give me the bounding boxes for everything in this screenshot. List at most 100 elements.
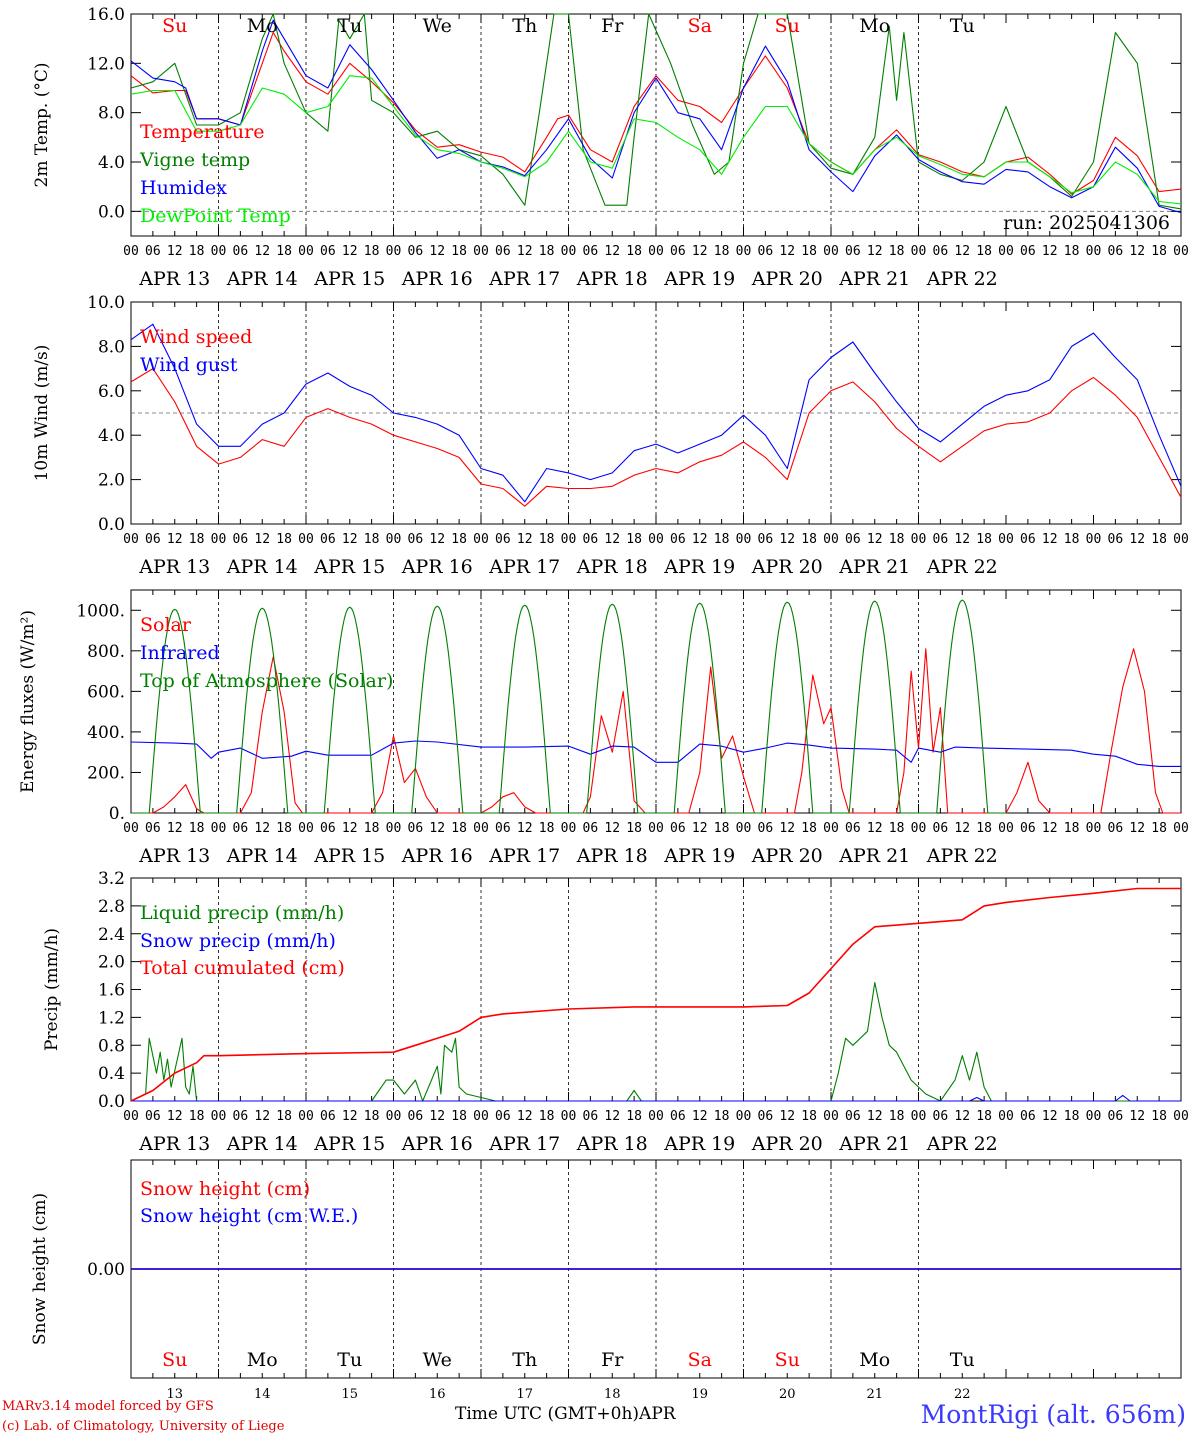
wind-ylabel: 10m Wind (m/s) [32,345,52,482]
wind-hour-label: 00 [211,532,227,547]
wind-hour-label: 00 [736,532,752,547]
temp-series-dewpoint-temp [130,75,1182,205]
wind-hour-label: 12 [517,532,533,547]
precip-ytick-label: 2.4 [98,925,125,945]
precip-hour-label: 18 [189,1109,205,1124]
energy-hour-label: 00 [561,821,577,836]
precip-hour-label: 12 [254,1109,270,1124]
temp-date-label: APR 17 [488,268,560,290]
lab-credit: (c) Lab. of Climatology, University of L… [2,1419,285,1434]
precip-legend-snow-precip-mm-h: Snow precip (mm/h) [140,930,336,952]
precip-hour-label: 06 [495,1109,511,1124]
wind-hour-label: 06 [758,532,774,547]
energy-ytick-label: 0. [109,804,125,824]
precip-ytick-label: 1.6 [98,981,125,1001]
wind-ytick-label: 2.0 [98,471,125,491]
temp-hour-label: 06 [845,244,861,259]
energy-hour-label: 06 [1020,821,1036,836]
precip-hour-label: 06 [933,1109,949,1124]
temp-hour-label: 18 [451,244,467,259]
precip-ytick-label: 0.8 [98,1036,125,1056]
temp-hour-label: 00 [123,244,139,259]
temp-hour-label: 06 [495,244,511,259]
wind-hour-label: 00 [648,532,664,547]
temp-day-name: Sa [688,15,712,37]
energy-hour-label: 06 [145,821,161,836]
temp-hour-label: 12 [1042,244,1058,259]
precip-hour-label: 12 [167,1109,183,1124]
temp-date-label: APR 20 [751,268,823,290]
wind-hour-label: 00 [298,532,314,547]
energy-series-top-of-atmosphere-solar [131,599,1006,814]
wind-hour-label: 18 [889,532,905,547]
temp-legend-temperature: Temperature [140,121,264,143]
temp-date-label: APR 16 [401,268,473,290]
precip-hour-label: 00 [1086,1109,1102,1124]
snow-day-name: Th [512,1349,537,1371]
wind-hour-label: 18 [364,532,380,547]
temp-hour-label: 12 [517,244,533,259]
wind-date-label: APR 22 [926,556,998,578]
wind-hour-label: 06 [233,532,249,547]
wind-date-label: APR 17 [488,556,560,578]
wind-hour-label: 06 [408,532,424,547]
energy-date-label: APR 18 [576,845,648,867]
energy-hour-label: 00 [736,821,752,836]
temp-hour-label: 12 [429,244,445,259]
temp-hour-label: 18 [801,244,817,259]
temp-hour-label: 12 [254,244,270,259]
energy-hour-label: 12 [954,821,970,836]
energy-hour-label: 00 [911,821,927,836]
energy-legend-infrared: Infrared [140,642,220,664]
temp-date-label: APR 15 [313,268,385,290]
energy-ytick-label: 400. [87,723,125,743]
energy-hour-label: 12 [779,821,795,836]
temp-hour-label: 00 [736,244,752,259]
wind-date-label: APR 15 [313,556,385,578]
temp-hour-label: 18 [364,244,380,259]
temp-hour-label: 00 [1086,244,1102,259]
wind-hour-label: 12 [429,532,445,547]
snow-day-name: Mo [247,1349,278,1371]
energy-hour-label: 00 [1086,821,1102,836]
wind-hour-label: 06 [933,532,949,547]
temp-day-name: Su [162,15,187,37]
temp-hour-label: 06 [670,244,686,259]
temp-date-label: APR 13 [138,268,210,290]
wind-hour-label: 00 [561,532,577,547]
temp-day-name: Mo [247,15,278,37]
wind-ytick-label: 8.0 [98,337,125,357]
precip-hour-label: 06 [145,1109,161,1124]
temp-hour-label: 06 [145,244,161,259]
temp-hour-label: 12 [604,244,620,259]
wind-hour-label: 18 [189,532,205,547]
bottom-day-number: 17 [516,1387,533,1402]
wind-date-label: APR 19 [663,556,735,578]
precip-hour-label: 00 [1173,1109,1189,1124]
energy-hour-label: 18 [451,821,467,836]
wind-hour-label: 06 [845,532,861,547]
precip-ytick-label: 1.2 [98,1008,125,1028]
precip-hour-label: 12 [429,1109,445,1124]
precip-hour-label: 12 [1129,1109,1145,1124]
precip-hour-label: 12 [342,1109,358,1124]
precip-hour-label: 18 [276,1109,292,1124]
precip-hour-label: 12 [867,1109,883,1124]
bottom-day-number: 15 [341,1387,358,1402]
energy-hour-label: 18 [626,821,642,836]
wind-hour-label: 18 [714,532,730,547]
temp-hour-label: 18 [1151,244,1167,259]
temp-hour-label: 06 [233,244,249,259]
energy-hour-label: 06 [933,821,949,836]
precip-legend-total-cumulated-cm: Total cumulated (cm) [140,957,345,979]
wind-hour-label: 06 [670,532,686,547]
precip-hour-label: 06 [845,1109,861,1124]
precip-hour-label: 06 [583,1109,599,1124]
precip-hour-label: 18 [714,1109,730,1124]
energy-hour-label: 06 [320,821,336,836]
energy-date-label: APR 15 [313,845,385,867]
energy-hour-label: 00 [473,821,489,836]
energy-hour-label: 12 [517,821,533,836]
wind-hour-label: 12 [254,532,270,547]
precip-date-label: APR 20 [751,1133,823,1155]
